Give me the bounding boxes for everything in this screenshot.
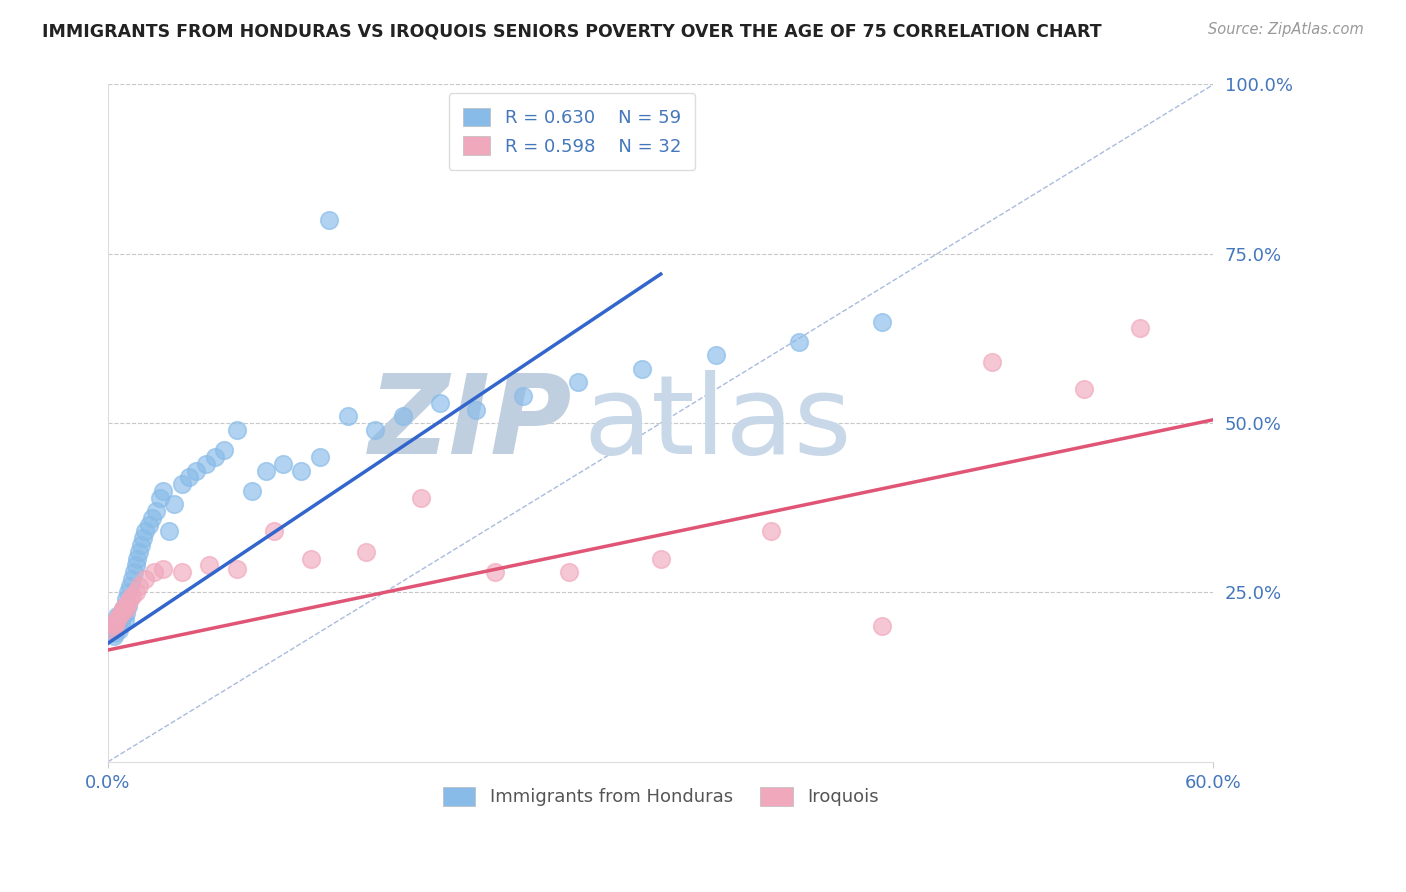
Point xyxy=(108,623,131,637)
Point xyxy=(108,609,131,624)
Point xyxy=(104,619,127,633)
Point xyxy=(152,562,174,576)
Point xyxy=(354,545,377,559)
Point xyxy=(103,630,125,644)
Point xyxy=(120,592,142,607)
Point xyxy=(127,551,149,566)
Point xyxy=(104,615,127,630)
Point xyxy=(134,572,156,586)
Point xyxy=(117,596,139,610)
Point xyxy=(870,314,893,328)
Point xyxy=(111,609,134,624)
Point xyxy=(391,409,413,424)
Point xyxy=(117,585,139,599)
Point xyxy=(299,551,322,566)
Point xyxy=(145,504,167,518)
Point xyxy=(271,457,294,471)
Point xyxy=(111,602,134,616)
Point xyxy=(115,602,138,616)
Point xyxy=(100,623,122,637)
Point xyxy=(512,389,534,403)
Point xyxy=(117,599,139,613)
Point xyxy=(650,551,672,566)
Point xyxy=(364,423,387,437)
Point xyxy=(981,355,1004,369)
Point xyxy=(186,463,208,477)
Point xyxy=(134,524,156,539)
Point xyxy=(204,450,226,464)
Point xyxy=(105,619,128,633)
Point xyxy=(557,565,579,579)
Point xyxy=(198,558,221,573)
Point xyxy=(309,450,332,464)
Point xyxy=(465,402,488,417)
Point xyxy=(704,348,727,362)
Point xyxy=(429,396,451,410)
Point xyxy=(263,524,285,539)
Point xyxy=(103,615,125,630)
Point xyxy=(121,572,143,586)
Point xyxy=(114,599,136,613)
Text: IMMIGRANTS FROM HONDURAS VS IROQUOIS SENIORS POVERTY OVER THE AGE OF 75 CORRELAT: IMMIGRANTS FROM HONDURAS VS IROQUOIS SEN… xyxy=(42,22,1102,40)
Point xyxy=(115,606,138,620)
Point xyxy=(100,623,122,637)
Text: Source: ZipAtlas.com: Source: ZipAtlas.com xyxy=(1208,22,1364,37)
Point xyxy=(631,362,654,376)
Point xyxy=(105,613,128,627)
Point xyxy=(143,565,166,579)
Point xyxy=(290,463,312,477)
Point xyxy=(122,565,145,579)
Point xyxy=(124,585,146,599)
Point xyxy=(170,477,193,491)
Point xyxy=(256,463,278,477)
Point xyxy=(110,615,132,630)
Point xyxy=(108,613,131,627)
Point xyxy=(484,565,506,579)
Legend: Immigrants from Honduras, Iroquois: Immigrants from Honduras, Iroquois xyxy=(436,780,886,814)
Point xyxy=(121,589,143,603)
Point xyxy=(157,524,180,539)
Point xyxy=(128,579,150,593)
Point xyxy=(226,423,249,437)
Point xyxy=(128,545,150,559)
Point xyxy=(152,483,174,498)
Point xyxy=(110,606,132,620)
Point xyxy=(114,599,136,613)
Point xyxy=(226,562,249,576)
Point xyxy=(138,517,160,532)
Point xyxy=(1129,321,1152,335)
Point xyxy=(240,483,263,498)
Point xyxy=(567,376,589,390)
Point xyxy=(194,457,217,471)
Point xyxy=(787,334,810,349)
Point xyxy=(120,579,142,593)
Point xyxy=(761,524,783,539)
Point xyxy=(318,213,340,227)
Point xyxy=(1073,382,1095,396)
Point xyxy=(411,491,433,505)
Point xyxy=(170,565,193,579)
Point xyxy=(115,592,138,607)
Text: atlas: atlas xyxy=(583,369,852,476)
Point xyxy=(104,626,127,640)
Point xyxy=(105,609,128,624)
Point xyxy=(870,619,893,633)
Point xyxy=(103,619,125,633)
Point xyxy=(148,491,170,505)
Point xyxy=(129,538,152,552)
Point xyxy=(111,602,134,616)
Point xyxy=(336,409,359,424)
Point xyxy=(114,613,136,627)
Point xyxy=(110,606,132,620)
Point xyxy=(141,511,163,525)
Point xyxy=(132,531,155,545)
Text: ZIP: ZIP xyxy=(368,369,572,476)
Point xyxy=(124,558,146,573)
Point xyxy=(163,497,186,511)
Point xyxy=(177,470,200,484)
Point xyxy=(212,443,235,458)
